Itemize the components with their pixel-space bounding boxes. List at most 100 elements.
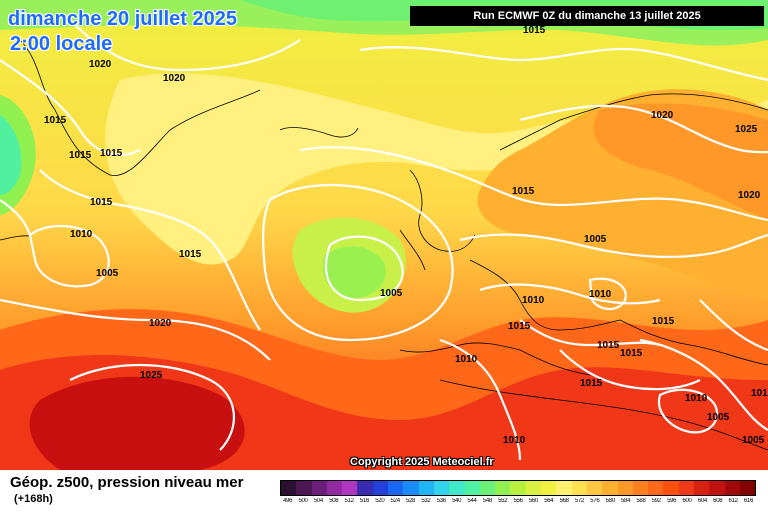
legend-label: 520	[375, 498, 385, 504]
legend-cell	[479, 481, 496, 495]
isobar-label: 1015	[508, 321, 531, 332]
legend-label: 604	[697, 498, 707, 504]
legend-cell	[342, 481, 358, 495]
legend-label: 544	[467, 498, 477, 504]
isobar-label: 1015	[512, 186, 535, 197]
legend-label: 512	[344, 498, 354, 504]
legend-cell	[403, 481, 419, 495]
legend-cell	[709, 481, 725, 495]
legend-cell	[663, 481, 679, 495]
legend-label: 556	[513, 498, 523, 504]
legend-cell	[388, 481, 404, 495]
forecast-time: 2:00 locale	[10, 33, 113, 55]
isobar-label: 1010	[455, 354, 478, 365]
isobar-label: 1015	[620, 348, 643, 359]
isobar-label: 1010	[522, 295, 545, 306]
legend-label: 524	[390, 498, 400, 504]
legend-label: 508	[329, 498, 339, 504]
legend-cell	[617, 481, 633, 495]
isobar-label: 1015	[652, 316, 675, 327]
legend-cell	[495, 481, 511, 495]
legend-label: 560	[528, 498, 538, 504]
color-legend: 496 500 504 508 512 516 520 524 528 532 536 540 544 5…	[280, 480, 756, 510]
legend-cell	[525, 481, 542, 495]
legend-cell	[694, 481, 710, 495]
legend-cell	[418, 481, 434, 495]
legend-cell	[326, 481, 343, 495]
isobar-labels: 1020 1020 1015 1015 1015 1015 1010 1005 …	[44, 25, 768, 446]
legend-label: 572	[574, 498, 585, 504]
legend-cell	[311, 481, 327, 495]
legend-label: 552	[498, 498, 508, 504]
legend-label: 504	[313, 498, 323, 504]
map-canvas: 1020 1020 1015 1015 1015 1015 1010 1005 …	[0, 0, 768, 470]
legend-label: 536	[436, 498, 446, 504]
field-dark-red-azores	[29, 376, 245, 470]
legend-cell	[372, 481, 389, 495]
isobar-label: 1015	[90, 197, 113, 208]
isobar-label: 1025	[735, 124, 758, 135]
isobar-label: 1005	[742, 435, 765, 446]
field-orange-scandinavia	[593, 103, 768, 220]
map-title: Géop. z500, pression niveau mer	[10, 474, 244, 491]
isobar-label: 1010	[503, 435, 526, 446]
isobar-label: 1015	[44, 115, 67, 126]
legend-label: 616	[743, 498, 754, 504]
legend-cell	[678, 481, 695, 495]
isobar-label: 1015	[597, 340, 620, 351]
copyright: Copyright 2025 Meteociel.fr	[350, 456, 494, 468]
isobar-label: 1010	[70, 229, 93, 240]
field-green-low-core	[322, 246, 386, 299]
legend-cell	[602, 481, 618, 495]
footer: Géop. z500, pression niveau mer (+168h) …	[0, 470, 768, 512]
legend-labels: 496 500 504 508 512 516 520 524 528 532 536 540 544 5…	[280, 498, 756, 510]
legend-label: 532	[421, 498, 431, 504]
legend-cell	[571, 481, 587, 495]
legend-cell	[739, 481, 756, 495]
legend-label: 500	[298, 498, 308, 504]
legend-label: 528	[405, 498, 416, 504]
legend-label: 588	[636, 498, 646, 504]
field-cyan-west	[0, 115, 22, 195]
isobar-label: 1015	[179, 249, 202, 260]
isobar-label: 1005	[707, 412, 730, 423]
isobar-label: 1015	[69, 150, 92, 161]
legend-cell	[464, 481, 480, 495]
forecast-range: (+168h)	[14, 493, 53, 505]
isobar-label: 1005	[584, 234, 607, 245]
isobar-label: 1015	[523, 25, 546, 36]
forecast-date: dimanche 20 juillet 2025	[8, 8, 237, 30]
legend-cell	[433, 481, 450, 495]
isobar-label: 1010	[589, 289, 612, 300]
legend-label: 592	[651, 498, 661, 504]
isobar-label: 1025	[140, 370, 163, 381]
legend-cell	[586, 481, 603, 495]
legend-label: 596	[667, 498, 677, 504]
legend-cell	[296, 481, 312, 495]
legend-cell	[510, 481, 526, 495]
isobar-label: 1005	[96, 268, 119, 279]
legend-cell	[281, 481, 297, 495]
legend-label: 580	[605, 498, 615, 504]
run-info: Run ECMWF 0Z du dimanche 13 juillet 2025	[410, 6, 764, 26]
isobar-label: 1015	[580, 378, 603, 389]
isobar-label: 1020	[149, 318, 172, 329]
legend-label: 564	[544, 498, 554, 504]
legend-label: 608	[713, 498, 723, 504]
legend-cell	[357, 481, 373, 495]
legend-cell	[632, 481, 649, 495]
isobar-label: 1020	[651, 110, 674, 121]
isobar-label: 1020	[738, 190, 761, 201]
isobar-label: 1010	[685, 393, 708, 404]
legend-cell	[648, 481, 664, 495]
isobar-label: 1005	[380, 288, 403, 299]
coastlines	[0, 39, 768, 451]
legend-label: 496	[283, 498, 293, 504]
isobar-label: 1010	[751, 388, 768, 399]
legend-label: 612	[728, 498, 738, 504]
legend-cell	[541, 481, 557, 495]
legend-cell	[556, 481, 572, 495]
legend-cell	[724, 481, 740, 495]
legend-cell	[449, 481, 465, 495]
isobar-label: 1015	[100, 148, 123, 159]
